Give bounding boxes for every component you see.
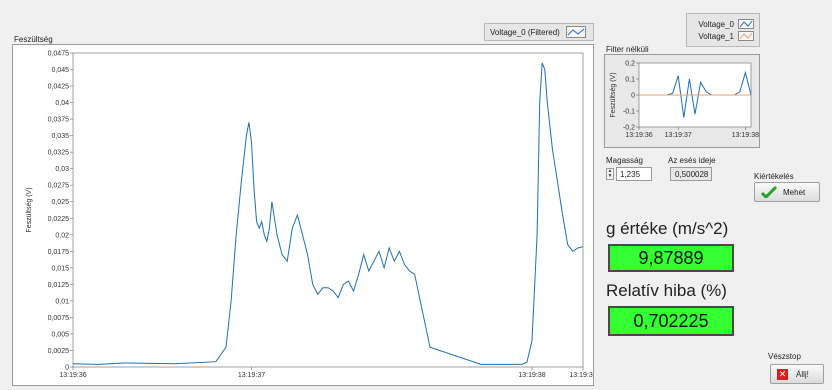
stop-button-label: Állj! — [796, 369, 809, 379]
fall-time-label: Az esés ideje — [668, 156, 716, 165]
main-legend-label: Voltage_0 (Filtered) — [490, 27, 560, 37]
x-tick-label: 13:19:37 — [665, 132, 692, 139]
y-tick-label: 0,005 — [51, 331, 69, 338]
checkmark-icon — [761, 186, 777, 198]
x-tick-label: 13:19:36 — [625, 132, 652, 139]
g-value-indicator: 9,87889 — [608, 244, 734, 272]
y-axis-label: Feszültség (V) — [610, 72, 617, 117]
y-axis-label: Feszültség (V) — [26, 187, 33, 232]
y-tick-label: 0 — [65, 365, 69, 372]
main-chart-legend[interactable]: Voltage_0 (Filtered) — [484, 23, 594, 41]
legend-voltage1-label: Voltage_1 — [698, 31, 734, 41]
y-tick-label: 0,0075 — [48, 315, 70, 322]
y-tick-label: 0,02 — [55, 232, 69, 239]
y-tick-label: 0,015 — [51, 265, 69, 272]
y-tick-label: 0,1 — [625, 77, 635, 84]
y-tick-label: 0,2 — [625, 61, 635, 68]
height-control[interactable]: ▲ ▼ 1,235 — [606, 167, 652, 181]
y-tick-label: 0,0375 — [48, 117, 70, 124]
line-style-icon — [738, 31, 754, 41]
y-tick-label: 0,0175 — [48, 249, 70, 256]
main-chart[interactable]: 0 0,0025 0,005 0,0075 0,01 0,0125 0,015 0,0175 0… — [12, 44, 594, 386]
g-label: g értéke (m/s^2) — [606, 219, 729, 238]
line-style-icon[interactable] — [565, 26, 586, 38]
y-tick-label: 0,045 — [51, 67, 69, 74]
x-tick-label: 13:19:38 — [732, 132, 759, 139]
evaluate-label: Kiértékelés — [754, 172, 794, 181]
y-tick-label: 0,03 — [55, 166, 69, 173]
error-label: Relatív hiba (%) — [606, 281, 727, 300]
stop-button[interactable]: ✕ Állj! — [770, 364, 824, 384]
stop-x-icon: ✕ — [777, 368, 788, 380]
y-tick-label: -0,2 — [623, 125, 635, 132]
plot-area — [72, 52, 584, 368]
x-tick-label: 13:19:37 — [238, 372, 265, 379]
y-tick-label: 0 — [631, 93, 635, 100]
small-chart[interactable]: 0,2 0,1 0 -0,1 -0,2 13:19:36 13:19:37 13:19:38 F… — [604, 54, 760, 148]
y-tick-label: 0,0275 — [48, 183, 70, 190]
small-chart-svg: 0,2 0,1 0 -0,1 -0,213:19:36 13:19:37 13:19:38 F… — [610, 61, 759, 140]
x-tick-label: 13:19:36 — [59, 372, 86, 379]
series-line — [72, 62, 584, 365]
x-tick-label: 13:19:38 — [518, 372, 545, 379]
stop-label: Vészstop — [768, 352, 801, 361]
error-value-indicator: 0,702225 — [608, 306, 734, 336]
legend-item-voltage0[interactable]: Voltage_0 — [698, 19, 754, 29]
height-label: Magasság — [606, 156, 643, 165]
y-tick-label: 0,035 — [51, 133, 69, 140]
x-tick-label: 13:19:38 — [569, 372, 593, 379]
y-tick-label: 0,0225 — [48, 216, 70, 223]
evaluate-button[interactable]: Mehet — [754, 182, 820, 202]
y-tick-label: 0,0425 — [48, 84, 70, 91]
small-chart-legend[interactable]: Voltage_0 Voltage_1 — [686, 13, 760, 47]
legend-item-voltage1[interactable]: Voltage_1 — [698, 31, 754, 41]
small-chart-title: Filter nélküli — [606, 45, 649, 54]
y-tick-label: 0,0325 — [48, 150, 70, 157]
decrement-icon[interactable]: ▼ — [607, 173, 613, 179]
evaluate-button-label: Mehet — [783, 187, 806, 197]
y-tick-label: 0,0125 — [48, 282, 70, 289]
main-chart-title: Feszültség — [14, 35, 53, 44]
height-spinner[interactable]: ▲ ▼ — [606, 168, 614, 180]
legend-voltage0-label: Voltage_0 — [698, 19, 734, 29]
y-tick-label: 0,01 — [55, 298, 69, 305]
y-tick-label: 0,04 — [55, 100, 69, 107]
y-tick-label: 0,0475 — [48, 51, 70, 58]
main-chart-svg: 0 0,0025 0,005 0,0075 0,01 0,0125 0,015 0,0175 0… — [26, 51, 593, 380]
height-input[interactable]: 1,235 — [616, 167, 652, 181]
y-tick-label: 0,025 — [51, 199, 69, 206]
y-tick-label: 0,0025 — [48, 348, 70, 355]
y-tick-label: -0,1 — [623, 109, 635, 116]
line-style-icon — [738, 19, 754, 29]
increment-icon[interactable]: ▲ — [607, 168, 613, 174]
fall-time-indicator: 0,500028 — [670, 167, 712, 181]
